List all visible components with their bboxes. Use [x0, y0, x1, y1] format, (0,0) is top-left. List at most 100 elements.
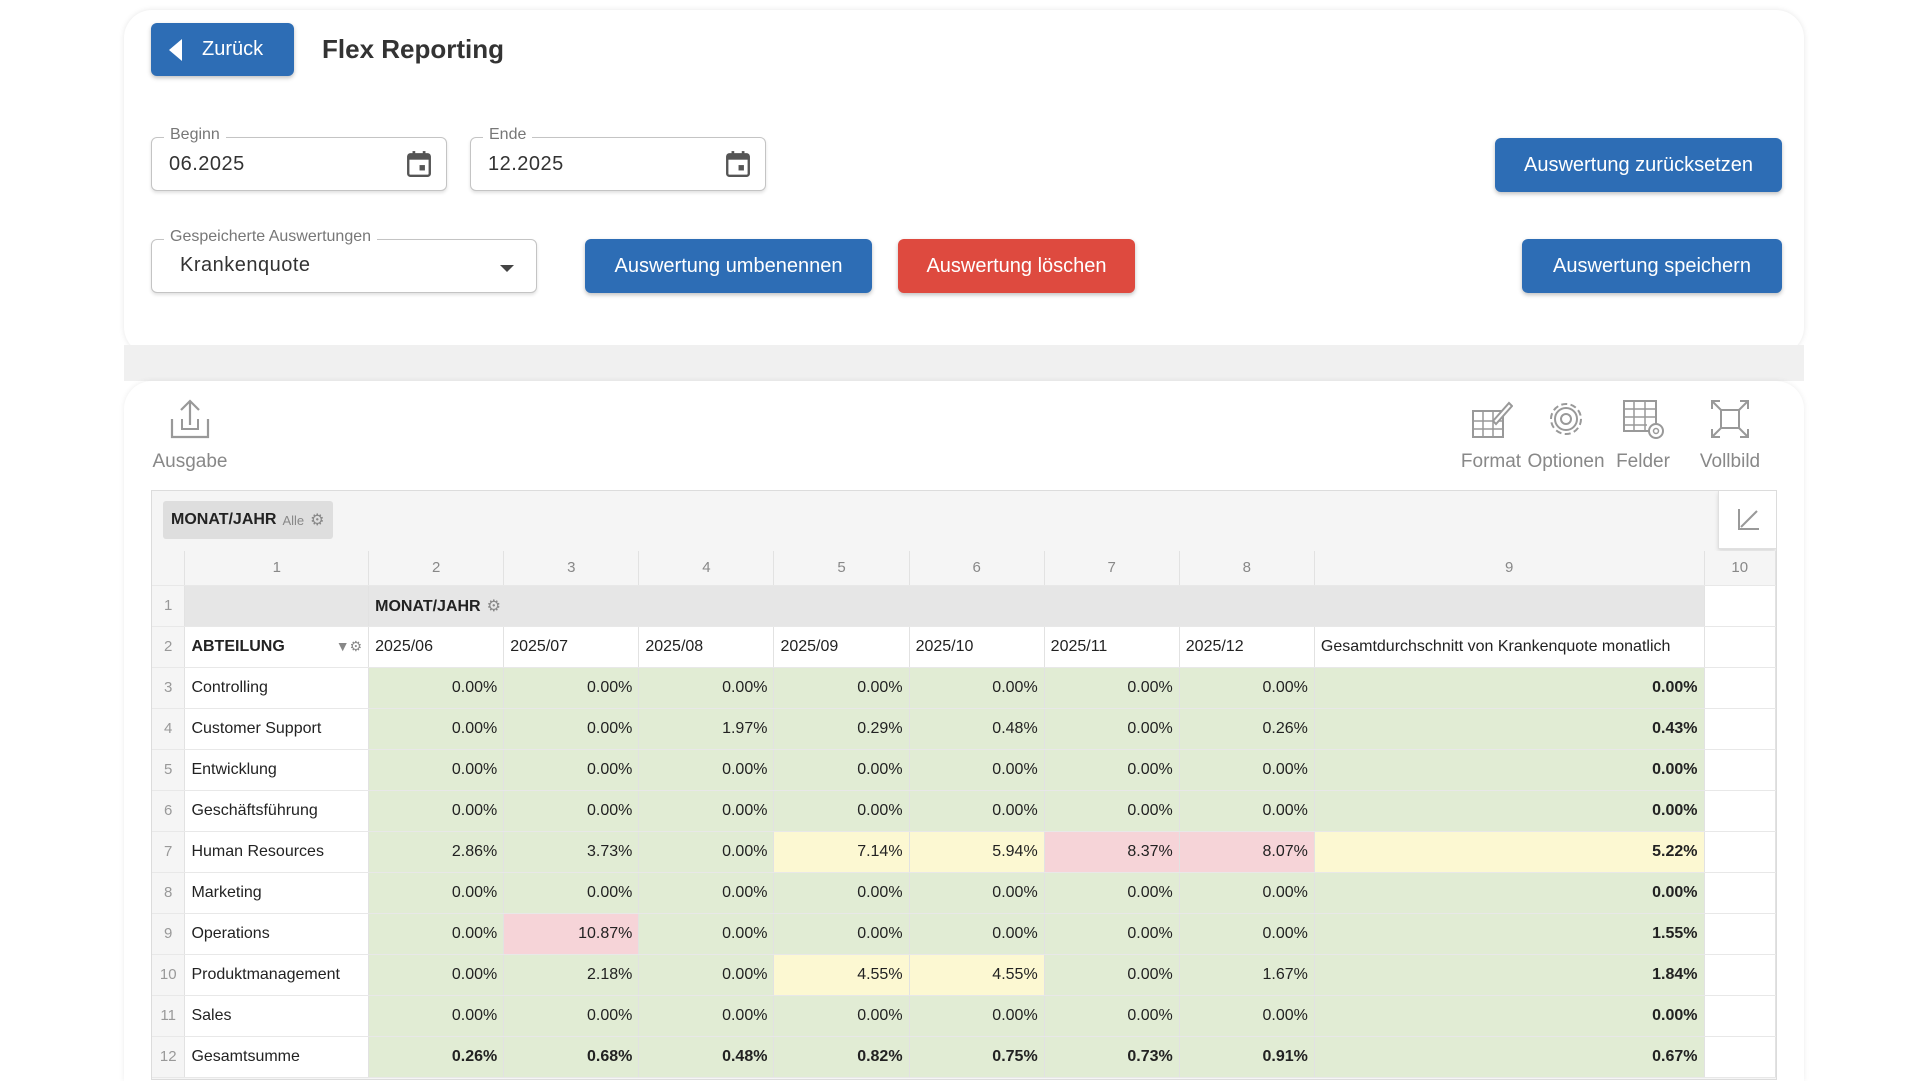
value-cell[interactable]: 0.75% — [909, 1036, 1045, 1078]
reset-evaluation-button[interactable]: Auswertung zurücksetzen — [1495, 138, 1782, 192]
value-cell[interactable]: 0.68% — [503, 1036, 640, 1078]
column-field-header[interactable]: MONAT/JAHR ⚙ — [368, 585, 1705, 627]
department-name[interactable]: Customer Support — [184, 708, 370, 750]
value-cell[interactable]: 4.55% — [773, 954, 910, 996]
value-cell[interactable]: 0.00% — [638, 749, 775, 791]
value-cell[interactable]: 0.00% — [503, 790, 640, 832]
month-header[interactable]: 2025/07 — [503, 626, 640, 668]
filter-gear-icons[interactable]: ▼⚙ — [335, 637, 363, 654]
value-cell[interactable]: 0.00% — [1044, 872, 1180, 914]
saved-evaluations-select[interactable]: Gespeicherte Auswertungen Krankenquote — [151, 228, 537, 293]
value-cell[interactable]: 0.00% — [638, 667, 775, 709]
gear-icon[interactable]: ⚙ — [486, 597, 501, 615]
delete-evaluation-button[interactable]: Auswertung löschen — [898, 239, 1135, 293]
value-cell[interactable]: 2.18% — [503, 954, 640, 996]
value-cell[interactable]: 0.00% — [1179, 667, 1315, 709]
begin-date-field[interactable]: Beginn 06.2025 — [151, 126, 447, 191]
collapse-button[interactable] — [1718, 491, 1776, 549]
average-cell[interactable]: 0.43% — [1314, 708, 1705, 750]
value-cell[interactable]: 7.14% — [773, 831, 910, 873]
value-cell[interactable]: 0.00% — [638, 954, 775, 996]
value-cell[interactable]: 4.55% — [909, 954, 1045, 996]
format-tool[interactable]: Format — [1456, 397, 1526, 473]
department-name[interactable]: Produktmanagement — [184, 954, 370, 996]
row-field-header[interactable]: ABTEILUNG ▼⚙ — [184, 626, 370, 668]
month-header[interactable]: 2025/06 — [368, 626, 505, 668]
value-cell[interactable]: 0.00% — [773, 790, 910, 832]
save-evaluation-button[interactable]: Auswertung speichern — [1522, 239, 1782, 293]
value-cell[interactable]: 0.00% — [773, 995, 910, 1037]
value-cell[interactable]: 0.26% — [368, 1036, 505, 1078]
value-cell[interactable]: 0.00% — [1044, 913, 1180, 955]
department-name[interactable]: Geschäftsführung — [184, 790, 370, 832]
value-cell[interactable]: 0.00% — [909, 995, 1045, 1037]
value-cell[interactable]: 0.00% — [909, 749, 1045, 791]
value-cell[interactable]: 0.26% — [1179, 708, 1315, 750]
value-cell[interactable]: 0.29% — [773, 708, 910, 750]
fields-tool[interactable]: Felder — [1612, 397, 1674, 473]
value-cell[interactable]: 0.00% — [368, 872, 505, 914]
value-cell[interactable]: 0.00% — [368, 790, 505, 832]
back-button[interactable]: Zurück — [151, 23, 294, 76]
value-cell[interactable]: 0.82% — [773, 1036, 910, 1078]
rename-evaluation-button[interactable]: Auswertung umbenennen — [585, 239, 872, 293]
report-filter-chip[interactable]: MONAT/JAHR Alle ⚙ — [163, 501, 333, 539]
value-cell[interactable]: 0.00% — [773, 749, 910, 791]
value-cell[interactable]: 0.00% — [638, 913, 775, 955]
value-cell[interactable]: 0.91% — [1179, 1036, 1315, 1078]
value-cell[interactable]: 0.00% — [1044, 790, 1180, 832]
value-cell[interactable]: 0.00% — [1179, 913, 1315, 955]
average-cell[interactable]: 1.84% — [1314, 954, 1705, 996]
value-cell[interactable]: 0.00% — [1044, 708, 1180, 750]
value-cell[interactable]: 0.00% — [368, 913, 505, 955]
value-cell[interactable]: 0.00% — [638, 995, 775, 1037]
value-cell[interactable]: 0.00% — [773, 872, 910, 914]
value-cell[interactable]: 0.00% — [1179, 995, 1315, 1037]
value-cell[interactable]: 10.87% — [503, 913, 640, 955]
value-cell[interactable]: 0.00% — [503, 749, 640, 791]
value-cell[interactable]: 0.00% — [909, 913, 1045, 955]
value-cell[interactable]: 0.00% — [909, 872, 1045, 914]
value-cell[interactable]: 0.00% — [368, 749, 505, 791]
value-cell[interactable]: 0.00% — [503, 995, 640, 1037]
value-cell[interactable]: 0.00% — [1179, 790, 1315, 832]
value-cell[interactable]: 0.00% — [1179, 872, 1315, 914]
end-date-field[interactable]: Ende 12.2025 — [470, 126, 766, 191]
month-header[interactable]: 2025/08 — [638, 626, 775, 668]
average-cell[interactable]: 0.67% — [1314, 1036, 1705, 1078]
value-cell[interactable]: 0.00% — [503, 667, 640, 709]
value-cell[interactable]: 0.00% — [773, 667, 910, 709]
average-cell[interactable]: 0.00% — [1314, 749, 1705, 791]
value-cell[interactable]: 0.00% — [909, 790, 1045, 832]
value-cell[interactable]: 0.00% — [503, 872, 640, 914]
value-cell[interactable]: 0.00% — [638, 872, 775, 914]
calendar-icon[interactable] — [725, 150, 751, 178]
value-cell[interactable]: 2.86% — [368, 831, 505, 873]
value-cell[interactable]: 0.00% — [368, 954, 505, 996]
department-name[interactable]: Entwicklung — [184, 749, 370, 791]
value-cell[interactable]: 0.00% — [368, 708, 505, 750]
value-cell[interactable]: 0.00% — [1179, 749, 1315, 791]
options-tool[interactable]: Optionen — [1526, 397, 1606, 473]
department-name[interactable]: Controlling — [184, 667, 370, 709]
department-name[interactable]: Marketing — [184, 872, 370, 914]
average-cell[interactable]: 0.00% — [1314, 995, 1705, 1037]
value-cell[interactable]: 0.00% — [1044, 954, 1180, 996]
gear-icon[interactable]: ⚙ — [310, 512, 325, 529]
value-cell[interactable]: 0.00% — [638, 790, 775, 832]
value-cell[interactable]: 0.48% — [909, 708, 1045, 750]
average-header[interactable]: Gesamtdurchschnitt von Krankenquote mona… — [1314, 626, 1705, 668]
value-cell[interactable]: 0.00% — [1044, 667, 1180, 709]
value-cell[interactable]: 0.73% — [1044, 1036, 1180, 1078]
average-cell[interactable]: 0.00% — [1314, 790, 1705, 832]
value-cell[interactable]: 0.00% — [1044, 995, 1180, 1037]
average-cell[interactable]: 5.22% — [1314, 831, 1705, 873]
value-cell[interactable]: 3.73% — [503, 831, 640, 873]
value-cell[interactable]: 0.48% — [638, 1036, 775, 1078]
fullscreen-tool[interactable]: Vollbild — [1694, 397, 1766, 473]
value-cell[interactable]: 0.00% — [638, 831, 775, 873]
value-cell[interactable]: 0.00% — [368, 667, 505, 709]
value-cell[interactable]: 0.00% — [909, 667, 1045, 709]
department-name[interactable]: Sales — [184, 995, 370, 1037]
average-cell[interactable]: 0.00% — [1314, 872, 1705, 914]
